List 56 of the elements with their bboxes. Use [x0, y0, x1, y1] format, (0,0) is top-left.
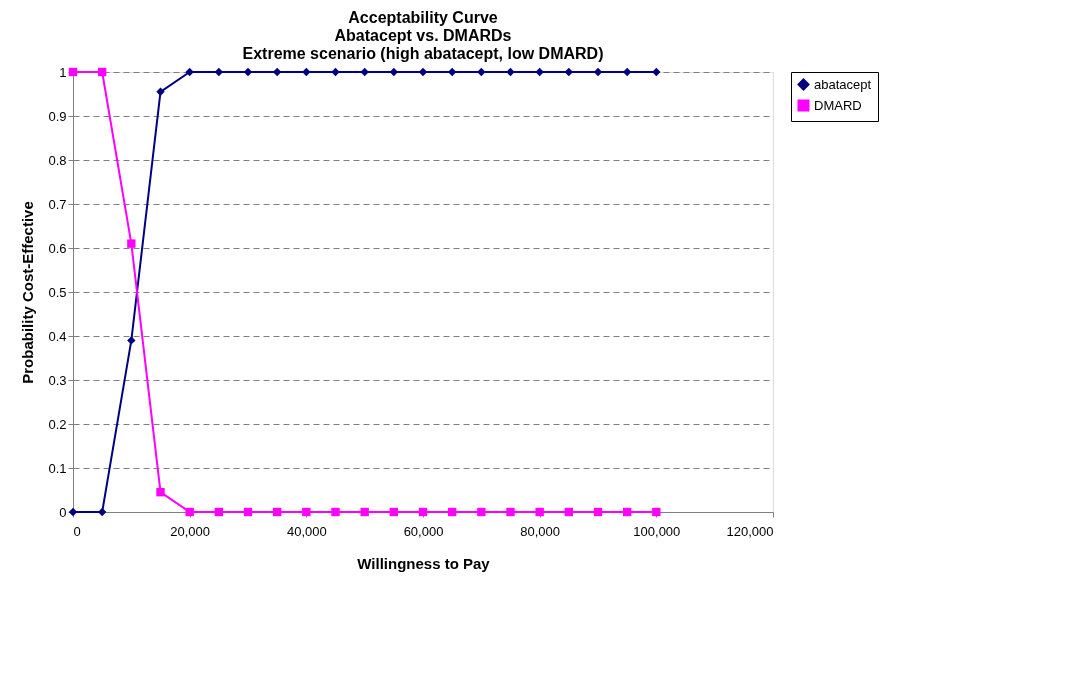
y-axis-title: Probability Cost-Effective — [19, 201, 37, 384]
point — [360, 507, 369, 517]
point — [156, 87, 165, 96]
point — [593, 507, 603, 517]
point — [272, 507, 282, 517]
point — [389, 507, 399, 517]
point — [418, 507, 428, 517]
point — [535, 67, 544, 77]
point — [331, 67, 340, 77]
point — [97, 67, 107, 77]
y-tick-label: 1 — [59, 64, 67, 80]
point — [360, 67, 369, 77]
point — [652, 507, 661, 517]
x-tick-label: 0 — [73, 523, 81, 539]
x-tick-label: 100,000 — [633, 523, 681, 539]
point — [535, 507, 544, 517]
x-tick-label: 60,000 — [403, 523, 444, 539]
point — [506, 507, 515, 517]
point — [127, 336, 136, 345]
x-tick-label: 20,000 — [170, 523, 211, 539]
y-tick-label: 0.2 — [48, 416, 67, 432]
y-tick-label: 0.1 — [48, 460, 67, 476]
x-tick-label: 80,000 — [520, 523, 561, 539]
y-tick-label: 0.8 — [48, 152, 67, 168]
point — [214, 507, 224, 517]
point — [127, 239, 136, 248]
point — [331, 507, 340, 517]
y-tick-label: 0 — [59, 504, 67, 520]
text: Abatacept vs. DMARDs — [334, 27, 512, 44]
point — [243, 507, 253, 517]
point — [622, 507, 632, 517]
y-tick-label: 0.3 — [48, 372, 67, 388]
text: Acceptability Curve — [348, 9, 498, 26]
point — [652, 67, 661, 77]
y-tick-label: 0.4 — [48, 328, 67, 344]
y-tick-label: 0.6 — [48, 240, 67, 256]
point — [302, 507, 311, 517]
point — [506, 67, 515, 77]
point — [477, 507, 486, 517]
x-axis-title: Willingness to Pay — [357, 554, 491, 572]
y-tick-label: 0.9 — [48, 108, 67, 124]
legend-label: abatacept — [814, 76, 872, 92]
x-tick-label: 40,000 — [286, 523, 327, 539]
point — [477, 67, 486, 77]
point — [447, 507, 457, 517]
point — [156, 488, 165, 497]
text: Extreme scenario (high abatacept, low DMARD) — [242, 45, 604, 62]
y-tick-label: 0.5 — [48, 284, 67, 300]
point — [564, 507, 574, 517]
point — [185, 67, 194, 77]
x-tick-label: 120,000 — [726, 523, 774, 539]
point — [185, 507, 194, 517]
legend-label: DMARD — [814, 97, 862, 113]
y-tick-label: 0.7 — [48, 196, 67, 212]
point — [68, 67, 78, 77]
point — [302, 67, 311, 77]
